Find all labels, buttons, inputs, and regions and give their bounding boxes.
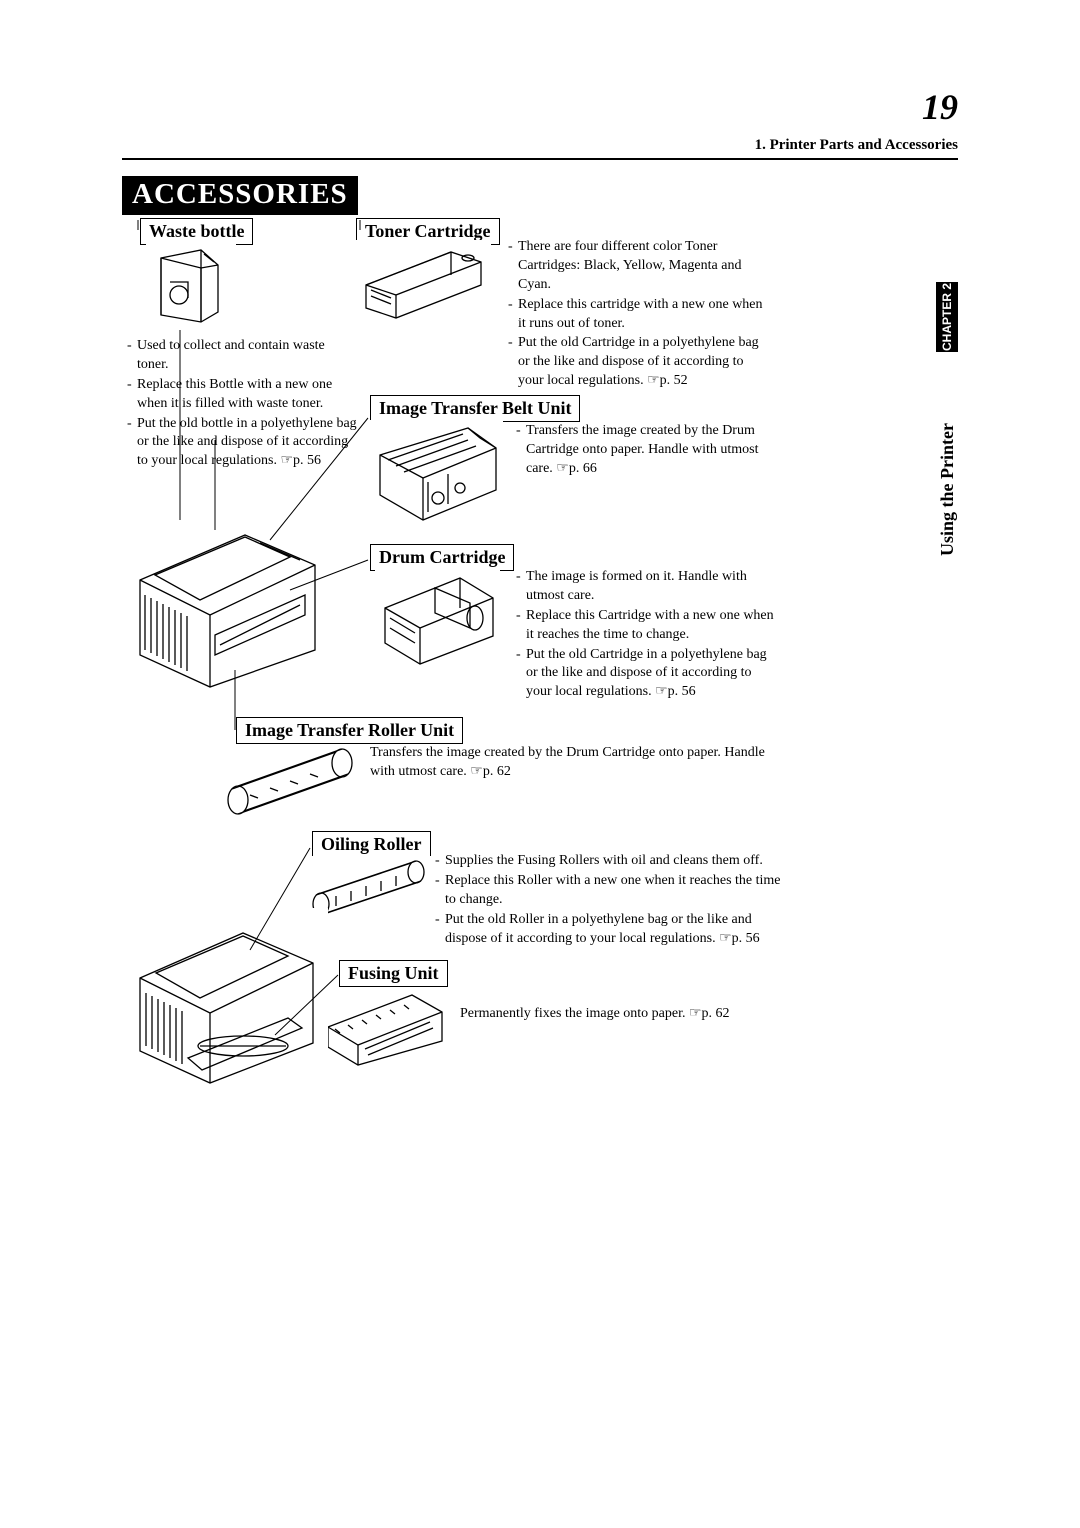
waste-bottle-icon: [146, 240, 236, 330]
side-tab-using: Using the Printer: [937, 423, 958, 556]
fusing-unit-label: Fusing Unit: [339, 960, 448, 987]
transfer-belt-icon: [368, 420, 503, 528]
transfer-roller-desc: Transfers the image created by the Drum …: [370, 744, 770, 782]
transfer-roller-label: Image Transfer Roller Unit: [236, 717, 463, 744]
transfer-belt-label: Image Transfer Belt Unit: [370, 395, 580, 422]
oiling-roller-label: Oiling Roller: [312, 831, 431, 858]
waste-bottle-desc: - Used to collect and contain waste tone…: [127, 337, 357, 472]
section-title: ACCESSORIES: [122, 176, 358, 215]
fusing-unit-desc: Permanently fixes the image onto paper. …: [460, 1005, 770, 1024]
drum-cartridge-desc: - The image is formed on it. Handle with…: [516, 568, 776, 703]
drum-cartridge-icon: [375, 568, 500, 668]
section-header: 1. Printer Parts and Accessories: [755, 137, 958, 154]
printer-upper-icon: [125, 505, 330, 690]
oiling-roller-desc: - Supplies the Fusing Rollers with oil a…: [435, 852, 785, 949]
toner-cartridge-desc: - There are four different color Toner C…: [508, 238, 768, 392]
drum-cartridge-label: Drum Cartridge: [370, 544, 514, 571]
printer-lower-icon: [128, 908, 328, 1088]
hr-line: [122, 158, 958, 160]
toner-cartridge-icon: [356, 240, 491, 320]
side-tab-chapter: CHAPTER 2: [936, 282, 958, 352]
transfer-belt-desc: - Transfers the image created by the Dru…: [516, 422, 776, 480]
transfer-roller-icon: [220, 745, 360, 820]
page-number: 19: [922, 86, 958, 128]
fusing-unit-icon: [320, 987, 450, 1067]
